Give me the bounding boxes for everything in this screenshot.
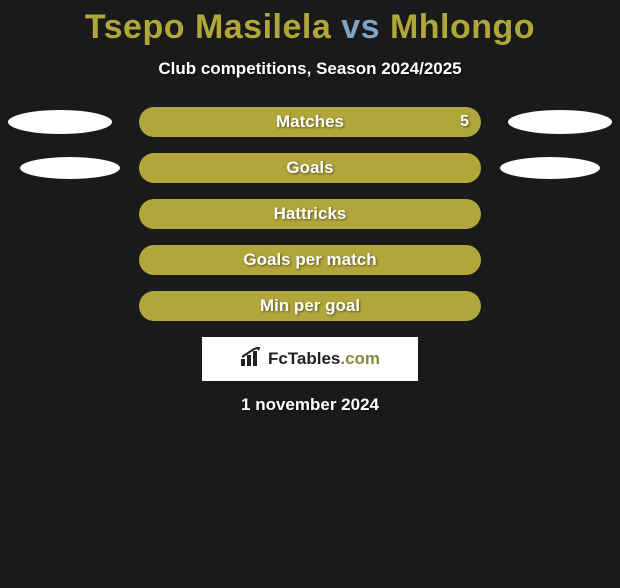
title-part: vs (331, 8, 390, 46)
right-ellipse (500, 157, 600, 179)
stats-rows: Matches 5 Goals Hattricks Goals per match Min… (0, 107, 620, 321)
stat-label: Hattricks (274, 204, 347, 224)
attribution-text: FcTables.com (268, 349, 380, 369)
title-part: Tsepo Masilela (85, 8, 331, 46)
attribution-text-part: FcTables (268, 349, 340, 368)
right-ellipse (508, 110, 612, 134)
stat-bar: Goals (139, 153, 481, 183)
attribution-icon (240, 347, 262, 372)
date-text: 1 november 2024 (0, 395, 620, 415)
page-title: Tsepo Masilela vs Mhlongo (0, 8, 620, 47)
stat-bar: Goals per match (139, 245, 481, 275)
subtitle: Club competitions, Season 2024/2025 (0, 59, 620, 79)
attribution-text-part: .com (340, 349, 380, 368)
stat-row: Min per goal (0, 291, 620, 321)
stat-label: Min per goal (260, 296, 360, 316)
left-ellipse (8, 110, 112, 134)
stat-row: Matches 5 (0, 107, 620, 137)
stat-label: Matches (276, 112, 344, 132)
stat-label: Goals (286, 158, 333, 178)
attribution-box: FcTables.com (202, 337, 418, 381)
stat-row: Hattricks (0, 199, 620, 229)
stat-bar: Matches 5 (139, 107, 481, 137)
stat-value-right: 5 (460, 113, 469, 131)
stat-row: Goals per match (0, 245, 620, 275)
stat-label: Goals per match (243, 250, 376, 270)
stat-row: Goals (0, 153, 620, 183)
stat-bar: Hattricks (139, 199, 481, 229)
stat-bar: Min per goal (139, 291, 481, 321)
title-part: Mhlongo (390, 8, 535, 46)
left-ellipse (20, 157, 120, 179)
